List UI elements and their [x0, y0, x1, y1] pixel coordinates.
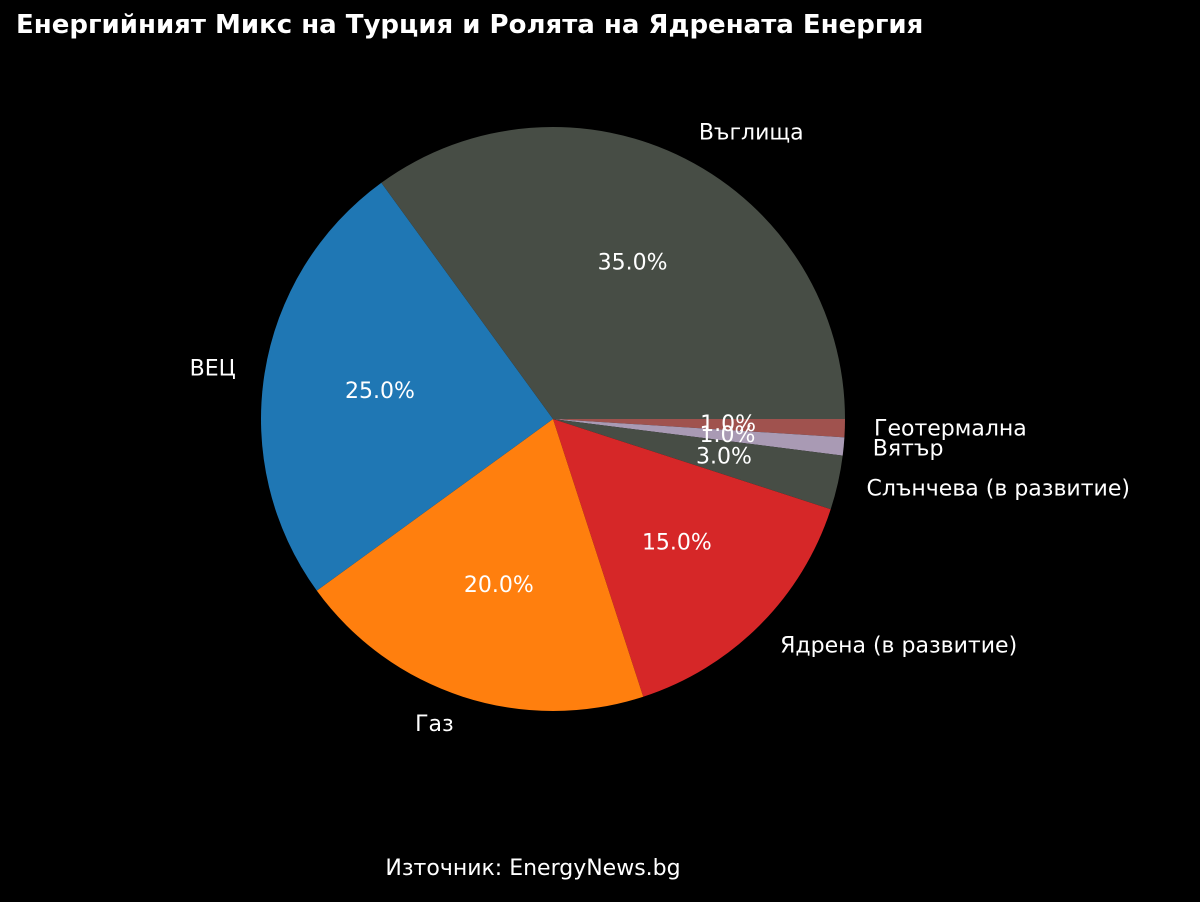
pie-slice-7 — [381, 127, 845, 419]
slice-label: Въглища — [699, 120, 804, 145]
pie-percent-labels: 1.0%1.0%3.0%15.0%20.0%25.0%35.0% — [345, 250, 756, 598]
slice-percent-label: 1.0% — [700, 412, 756, 437]
pie-slice-6 — [261, 182, 553, 591]
slice-percent-label: 35.0% — [598, 250, 668, 275]
pie-slice-3 — [553, 419, 843, 510]
slice-label: Газ — [415, 712, 454, 737]
pie-slice-4 — [553, 419, 831, 697]
pie-slice-2 — [553, 419, 845, 456]
pie-slices — [261, 127, 845, 711]
pie-slice-5 — [316, 419, 644, 711]
pie-slice-1 — [553, 419, 845, 438]
slice-label: ВЕЦ — [190, 356, 236, 381]
chart-title: Енергийният Микс на Турция и Ролята на Я… — [16, 10, 924, 40]
slice-percent-label: 15.0% — [642, 530, 712, 555]
slice-label: Вятър — [873, 437, 944, 462]
slice-percent-label: 25.0% — [345, 379, 415, 404]
source-note: Източник: EnergyNews.bg — [385, 856, 681, 881]
slice-label: Ядрена (в развитие) — [780, 634, 1017, 659]
slice-percent-label: 20.0% — [464, 573, 534, 598]
slice-label: Слънчева (в развитие) — [866, 477, 1130, 502]
slice-percent-label: 3.0% — [696, 445, 752, 470]
slice-percent-label: 1.0% — [699, 423, 755, 448]
slice-label: Геотермална — [874, 417, 1027, 442]
